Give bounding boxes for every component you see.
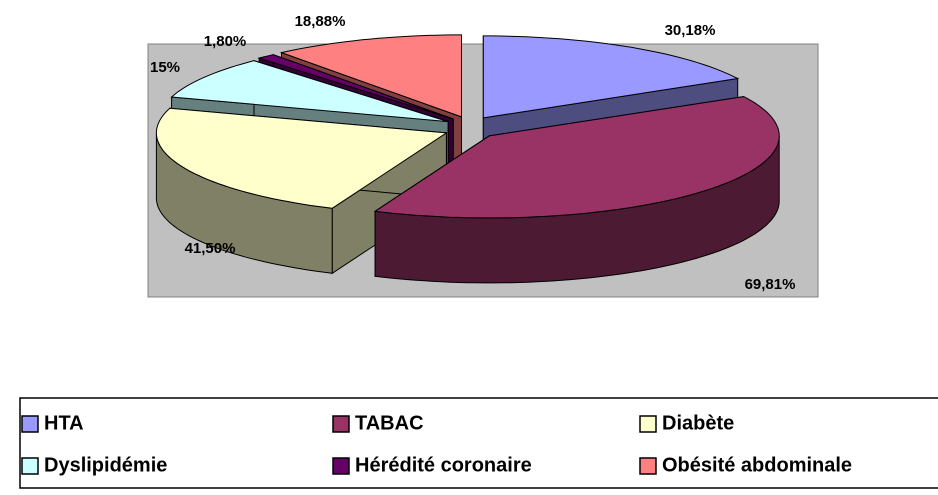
legend-label: TABAC [355, 412, 424, 434]
slice-top [373, 96, 780, 219]
legend-box [19, 397, 938, 489]
slice-top [155, 107, 448, 209]
legend-swatch [639, 457, 657, 475]
legend-label: Obésité abdominale [662, 454, 852, 476]
legend-label: Diabète [662, 412, 734, 434]
legend-swatch [21, 457, 39, 475]
data-label: 1,80% [204, 33, 247, 50]
legend-label: Dyslipidémie [44, 454, 167, 476]
slice [155, 107, 448, 275]
slice-top [279, 34, 462, 118]
slice [373, 96, 780, 284]
legend-swatch [21, 415, 39, 433]
data-label: 69,81% [745, 276, 796, 293]
legend-swatch [332, 457, 350, 475]
data-label: 41,50% [185, 240, 236, 257]
data-label: 30,18% [665, 22, 716, 39]
data-label: 18,88% [295, 13, 346, 30]
data-label: 15% [150, 59, 180, 76]
legend-swatch [639, 415, 657, 433]
slice-top [257, 54, 454, 120]
legend-swatch [332, 415, 350, 433]
legend-label: HTA [44, 412, 84, 434]
slice-top [170, 60, 449, 123]
legend-label: Hérédité coronaire [355, 454, 532, 476]
slice-top [482, 35, 740, 119]
